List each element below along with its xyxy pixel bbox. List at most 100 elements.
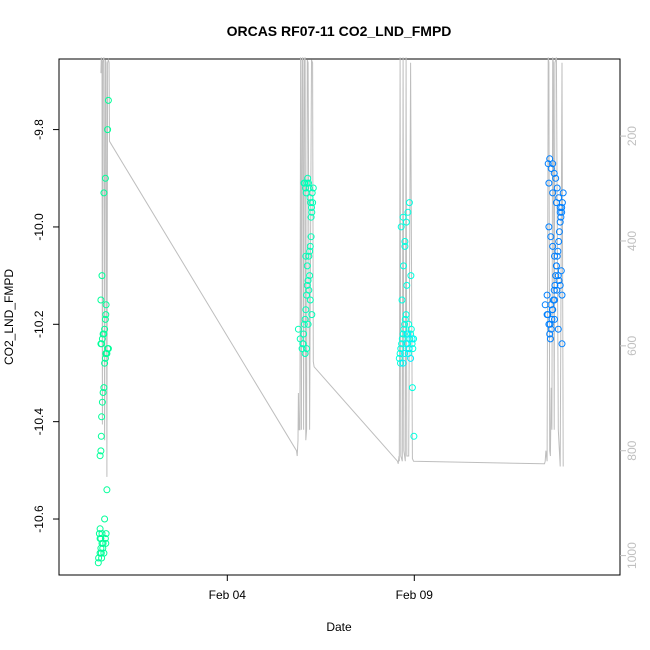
x-axis: Feb 04 Feb 09 xyxy=(209,575,434,602)
y-tick-label: -10.4 xyxy=(32,408,46,436)
data-point xyxy=(550,286,558,294)
data-point xyxy=(96,525,104,533)
data-point xyxy=(97,296,105,304)
data-point xyxy=(551,252,558,260)
data-point xyxy=(98,335,106,343)
data-point xyxy=(400,262,407,270)
plot-frame xyxy=(58,58,621,576)
data-point xyxy=(556,218,564,226)
data-point xyxy=(306,296,314,304)
data-point xyxy=(557,267,565,275)
data-point xyxy=(305,179,312,187)
data-point xyxy=(101,325,109,333)
data-point xyxy=(557,213,565,221)
data-point xyxy=(307,199,315,207)
data-point xyxy=(555,238,563,245)
data-point xyxy=(401,350,409,357)
data-point xyxy=(305,184,313,192)
data-point xyxy=(304,320,312,328)
data-point xyxy=(304,174,312,182)
data-point xyxy=(555,277,563,284)
data-point xyxy=(101,535,109,542)
data-point xyxy=(402,311,410,319)
data-point xyxy=(405,199,413,207)
data-point xyxy=(98,530,106,538)
y2-tick-label: 1000 xyxy=(625,542,639,569)
data-point xyxy=(306,247,314,255)
data-point xyxy=(404,330,412,338)
data-point xyxy=(309,184,317,192)
data-point xyxy=(552,174,560,182)
data-point xyxy=(308,204,315,211)
y2-tick-label: 400 xyxy=(625,231,639,251)
data-point xyxy=(94,559,102,567)
y2-tick-label: 600 xyxy=(625,336,639,356)
data-point xyxy=(308,189,316,197)
data-point xyxy=(403,281,411,289)
data-point xyxy=(395,354,403,362)
data-point xyxy=(396,350,404,357)
y-tick-label: -10.2 xyxy=(32,310,46,338)
data-point xyxy=(401,315,409,323)
data-point xyxy=(305,252,313,260)
data-point xyxy=(300,320,308,328)
data-point xyxy=(294,325,302,333)
data-point xyxy=(558,340,566,348)
data-point xyxy=(399,330,407,338)
data-point xyxy=(101,315,109,323)
data-point xyxy=(556,204,564,211)
data-point xyxy=(546,155,554,163)
data-point xyxy=(298,345,306,353)
data-point xyxy=(302,184,309,192)
data-point xyxy=(410,432,418,440)
data-point xyxy=(548,315,556,323)
data-point xyxy=(95,530,103,538)
data-point xyxy=(554,247,562,255)
data-point xyxy=(98,413,106,421)
data-point xyxy=(544,311,552,319)
data-point xyxy=(98,272,106,280)
data-point xyxy=(551,315,558,323)
data-point xyxy=(402,218,410,226)
y2-axis: 200 400 600 800 1000 xyxy=(620,126,639,569)
data-point xyxy=(397,345,405,353)
chart-title: ORCAS RF07-11 CO2_LND_FMPD xyxy=(227,23,452,39)
data-point xyxy=(303,281,311,289)
y-tick-label: -10.6 xyxy=(32,505,46,533)
data-point xyxy=(553,184,561,192)
data-point xyxy=(102,539,110,547)
data-point xyxy=(553,252,561,260)
y2-tick-label: 200 xyxy=(625,126,639,146)
data-point xyxy=(306,272,314,280)
data-point xyxy=(543,291,551,299)
y-axis: -10.6 -10.4 -10.2 -10.0 -9.8 xyxy=(32,119,60,533)
data-point xyxy=(547,325,555,333)
altitude-line xyxy=(100,57,564,477)
data-point xyxy=(307,213,315,221)
data-point xyxy=(547,233,555,241)
data-point xyxy=(405,320,413,328)
data-point xyxy=(101,174,109,182)
altitude-trace-layer xyxy=(100,57,564,477)
data-point xyxy=(553,286,561,294)
data-point xyxy=(104,345,112,353)
data-point xyxy=(101,359,109,367)
x-tick-label: Feb 09 xyxy=(396,588,434,602)
data-point xyxy=(552,199,560,207)
data-point xyxy=(99,389,107,396)
y-axis-label: CO2_LND_FMPD xyxy=(2,269,16,365)
y-tick-label: -10.0 xyxy=(32,213,46,241)
data-point xyxy=(301,315,309,323)
data-point xyxy=(556,281,564,289)
data-point xyxy=(408,384,416,392)
data-point xyxy=(100,189,108,197)
data-point xyxy=(407,330,415,338)
data-point xyxy=(408,335,416,343)
data-point xyxy=(407,354,415,362)
data-point xyxy=(307,233,315,241)
data-point xyxy=(97,549,105,557)
data-point xyxy=(401,320,409,328)
data-point xyxy=(96,452,104,460)
data-point xyxy=(555,228,563,236)
